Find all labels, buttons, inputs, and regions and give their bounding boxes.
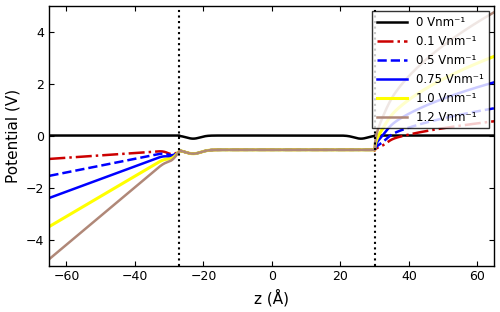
0.75 Vnm⁻¹ <box>234 148 239 152</box>
0 Vnm⁻¹ <box>237 134 243 137</box>
0 Vnm⁻¹ <box>370 134 376 138</box>
0.75 Vnm⁻¹ <box>237 148 243 152</box>
1.0 Vnm⁻¹ <box>258 148 264 152</box>
1.0 Vnm⁻¹ <box>478 60 484 64</box>
0.75 Vnm⁻¹ <box>258 148 264 152</box>
1.2 Vnm⁻¹ <box>46 257 52 261</box>
Line: 1.2 Vnm⁻¹: 1.2 Vnm⁻¹ <box>50 12 494 259</box>
0.5 Vnm⁻¹ <box>258 148 264 152</box>
0.1 Vnm⁻¹ <box>234 148 239 152</box>
0.1 Vnm⁻¹ <box>478 121 484 125</box>
Line: 1.0 Vnm⁻¹: 1.0 Vnm⁻¹ <box>50 56 494 227</box>
0.1 Vnm⁻¹ <box>492 119 498 123</box>
0 Vnm⁻¹ <box>258 134 264 137</box>
0.75 Vnm⁻¹ <box>46 196 52 200</box>
Y-axis label: Potential (V): Potential (V) <box>6 89 20 183</box>
0.5 Vnm⁻¹ <box>46 174 52 178</box>
1.2 Vnm⁻¹ <box>237 148 243 152</box>
1.2 Vnm⁻¹ <box>478 18 484 22</box>
0.5 Vnm⁻¹ <box>456 113 462 117</box>
0.1 Vnm⁻¹ <box>46 157 52 161</box>
0 Vnm⁻¹ <box>234 134 239 137</box>
1.2 Vnm⁻¹ <box>456 33 462 37</box>
0.5 Vnm⁻¹ <box>234 148 239 152</box>
1.2 Vnm⁻¹ <box>234 148 239 152</box>
Line: 0 Vnm⁻¹: 0 Vnm⁻¹ <box>50 135 494 139</box>
0.1 Vnm⁻¹ <box>258 148 264 152</box>
0.5 Vnm⁻¹ <box>492 106 498 110</box>
0.5 Vnm⁻¹ <box>478 109 484 113</box>
0.75 Vnm⁻¹ <box>370 148 376 152</box>
0.1 Vnm⁻¹ <box>237 148 243 152</box>
0 Vnm⁻¹ <box>478 134 484 137</box>
1.0 Vnm⁻¹ <box>234 148 239 152</box>
1.2 Vnm⁻¹ <box>258 148 264 152</box>
X-axis label: z (Å): z (Å) <box>254 289 290 306</box>
0.75 Vnm⁻¹ <box>492 80 498 84</box>
0.75 Vnm⁻¹ <box>456 91 462 95</box>
0 Vnm⁻¹ <box>190 137 196 140</box>
1.0 Vnm⁻¹ <box>46 225 52 228</box>
0.1 Vnm⁻¹ <box>456 124 462 128</box>
0.5 Vnm⁻¹ <box>237 148 243 152</box>
Line: 0.5 Vnm⁻¹: 0.5 Vnm⁻¹ <box>50 108 494 176</box>
0.75 Vnm⁻¹ <box>478 84 484 88</box>
0 Vnm⁻¹ <box>492 134 498 137</box>
1.0 Vnm⁻¹ <box>237 148 243 152</box>
1.2 Vnm⁻¹ <box>370 148 376 152</box>
1.0 Vnm⁻¹ <box>456 70 462 73</box>
0 Vnm⁻¹ <box>456 134 462 137</box>
1.0 Vnm⁻¹ <box>370 148 376 152</box>
Line: 0.75 Vnm⁻¹: 0.75 Vnm⁻¹ <box>50 82 494 198</box>
Legend: 0 Vnm⁻¹, 0.1 Vnm⁻¹, 0.5 Vnm⁻¹, 0.75 Vnm⁻¹, 1.0 Vnm⁻¹, 1.2 Vnm⁻¹: 0 Vnm⁻¹, 0.1 Vnm⁻¹, 0.5 Vnm⁻¹, 0.75 Vnm⁻… <box>372 12 488 129</box>
Line: 0.1 Vnm⁻¹: 0.1 Vnm⁻¹ <box>50 121 494 159</box>
0.1 Vnm⁻¹ <box>370 148 376 152</box>
1.2 Vnm⁻¹ <box>492 10 498 14</box>
1.0 Vnm⁻¹ <box>492 54 498 58</box>
0 Vnm⁻¹ <box>46 134 52 137</box>
0.5 Vnm⁻¹ <box>370 148 376 152</box>
